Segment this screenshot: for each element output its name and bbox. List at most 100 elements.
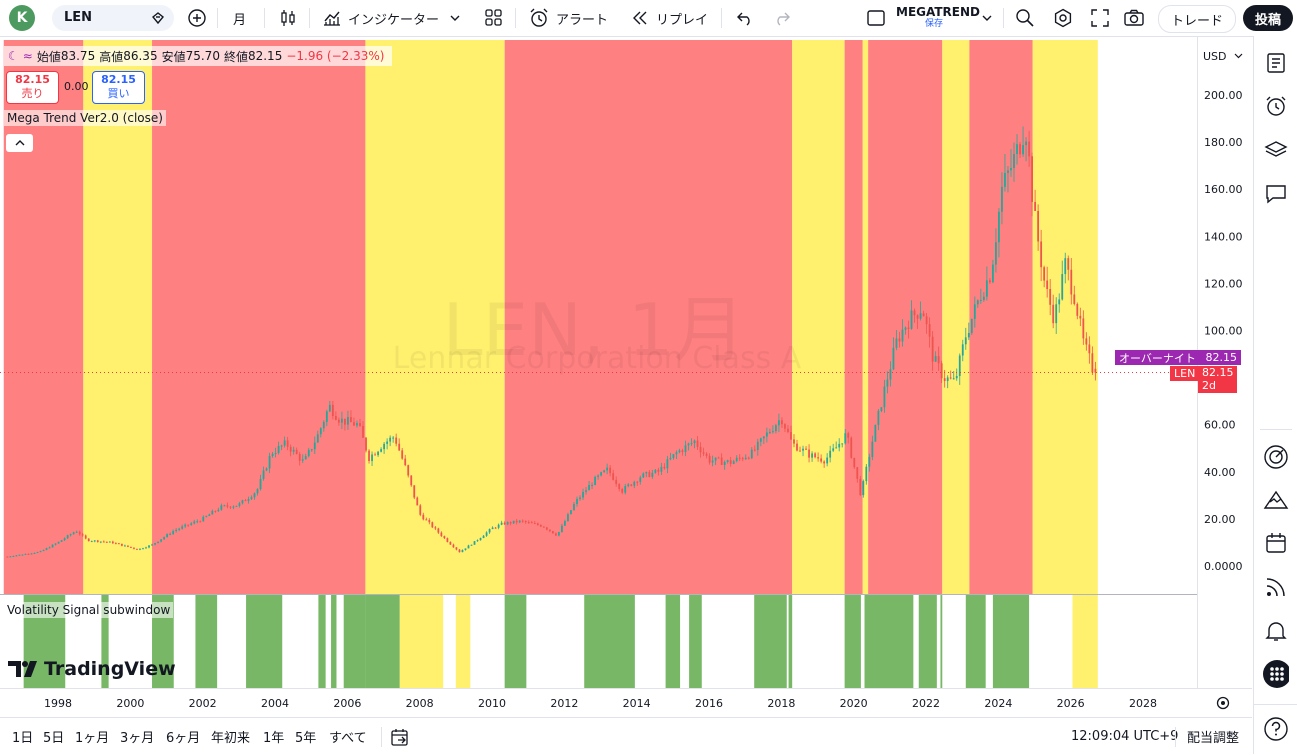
candle-body: [244, 500, 247, 502]
trade-button[interactable]: トレード: [1158, 5, 1236, 33]
user-avatar[interactable]: K: [9, 5, 35, 31]
range-button[interactable]: すべて: [329, 731, 367, 746]
redo-button[interactable]: [772, 0, 792, 36]
snapshot-button[interactable]: [1123, 0, 1145, 36]
collapse-legend-button[interactable]: [6, 134, 33, 152]
replay-button[interactable]: リプレイ: [630, 0, 708, 36]
layout-name-button[interactable]: MEGATREND 保存: [896, 5, 980, 30]
indicators-button[interactable]: インジケーター: [322, 0, 461, 36]
volatility-block-green: [844, 595, 861, 688]
moon-icon[interactable]: ☾: [8, 49, 19, 63]
watchlist-button[interactable]: [1263, 50, 1289, 76]
wave-icon[interactable]: ≈: [22, 49, 33, 63]
candle-body: [356, 423, 358, 426]
candle-body: [416, 497, 419, 506]
candle-body: [784, 424, 786, 429]
range-button[interactable]: 1年: [263, 731, 285, 746]
clock-timezone[interactable]: 12:09:04 UTC+9: [1071, 729, 1179, 744]
quick-search-button[interactable]: [1014, 0, 1036, 36]
volatility-block-green: [331, 595, 337, 688]
help-button[interactable]: [1263, 716, 1289, 742]
low-label: 安値: [161, 49, 186, 64]
axis-settings-button[interactable]: [1216, 696, 1230, 710]
range-button[interactable]: 3ヶ月: [120, 731, 155, 746]
candle-body: [823, 461, 826, 464]
dividend-adjust-toggle[interactable]: 配当調整: [1187, 731, 1240, 746]
close-value: 82.15: [247, 49, 283, 63]
subwindow-legend[interactable]: Volatility Signal subwindow: [4, 602, 174, 618]
range-button[interactable]: 5年: [295, 731, 317, 746]
candle-body: [48, 547, 51, 549]
indicator-legend[interactable]: Mega Trend Ver2.0 (close): [4, 110, 166, 126]
range-button[interactable]: 6ヶ月: [166, 731, 201, 746]
layout-name: MEGATREND: [896, 5, 980, 19]
candle-body: [759, 438, 762, 442]
time-axis[interactable]: [0, 688, 1252, 717]
sell-button[interactable]: 82.15 売り: [6, 71, 59, 104]
candle-series: [6, 126, 1097, 558]
candle-body: [307, 449, 310, 457]
range-button[interactable]: 年初来: [211, 731, 251, 746]
range-button[interactable]: 1ヶ月: [75, 731, 110, 746]
candle-body: [811, 453, 813, 458]
interval-button[interactable]: 月: [233, 12, 247, 28]
candle-body: [157, 541, 159, 544]
candle-body: [958, 355, 961, 377]
candle-body: [440, 532, 443, 537]
candle-body: [470, 544, 473, 546]
chart-area[interactable]: LEN, 1月 Lennar Corporation Class A USD 2…: [0, 37, 1252, 717]
candle-body: [660, 466, 663, 472]
candle-body: [250, 497, 253, 500]
candle-body: [1067, 258, 1070, 270]
symbol-search[interactable]: LEN: [52, 5, 174, 31]
layout-save-status: 保存: [924, 19, 943, 29]
range-button[interactable]: 5日: [43, 731, 65, 746]
candle-body: [527, 522, 530, 524]
undo-button[interactable]: [735, 0, 755, 36]
candle-body: [84, 535, 87, 539]
candle-body: [108, 541, 111, 543]
chart-type-button[interactable]: [278, 0, 298, 36]
alerts-button[interactable]: [1263, 93, 1289, 119]
candle-body: [1028, 141, 1030, 157]
range-button[interactable]: 1日: [12, 731, 34, 746]
layout-button[interactable]: [483, 0, 505, 36]
layout-menu-button[interactable]: [980, 0, 994, 36]
candle-body: [316, 434, 319, 443]
currency-label[interactable]: USD: [1203, 50, 1227, 63]
object-tree-button[interactable]: [1263, 137, 1289, 163]
alert-button[interactable]: アラート: [528, 0, 608, 36]
ideas-button[interactable]: [1263, 487, 1289, 513]
candle-body: [835, 447, 838, 449]
add-symbol-button[interactable]: [186, 0, 208, 36]
time-tick-label: 2014: [623, 697, 651, 710]
candle-body: [172, 531, 175, 534]
buy-button[interactable]: 82.15 買い: [92, 71, 145, 104]
calendar-button[interactable]: [1263, 530, 1289, 556]
candle-body: [247, 499, 250, 501]
screener-button[interactable]: [1263, 444, 1289, 470]
post-button[interactable]: 投稿: [1243, 5, 1293, 31]
chats-button[interactable]: [1263, 181, 1289, 207]
candle-body: [383, 443, 386, 450]
candle-body: [193, 521, 196, 524]
apps-button[interactable]: [1263, 660, 1289, 688]
gear-icon[interactable]: [1216, 696, 1230, 710]
fullscreen-button[interactable]: [1089, 0, 1111, 36]
layout-select-checkbox[interactable]: [865, 0, 887, 36]
candle-body: [1085, 338, 1088, 345]
settings-button[interactable]: [1052, 0, 1074, 36]
candle-body: [841, 443, 844, 445]
replay-label: リプレイ: [656, 12, 709, 28]
tradingview-logo[interactable]: TradingView: [8, 658, 176, 680]
notifications-button[interactable]: [1263, 618, 1289, 644]
candle-body: [145, 547, 147, 549]
compare-icon[interactable]: [150, 10, 166, 26]
news-button[interactable]: [1263, 574, 1289, 600]
goto-date-button[interactable]: [390, 718, 412, 755]
candle-body: [238, 503, 241, 506]
currency-chevron-icon[interactable]: [1234, 53, 1243, 59]
candle-body: [1022, 145, 1024, 155]
indicators-label: インジケーター: [348, 12, 440, 28]
candle-body: [874, 424, 877, 442]
